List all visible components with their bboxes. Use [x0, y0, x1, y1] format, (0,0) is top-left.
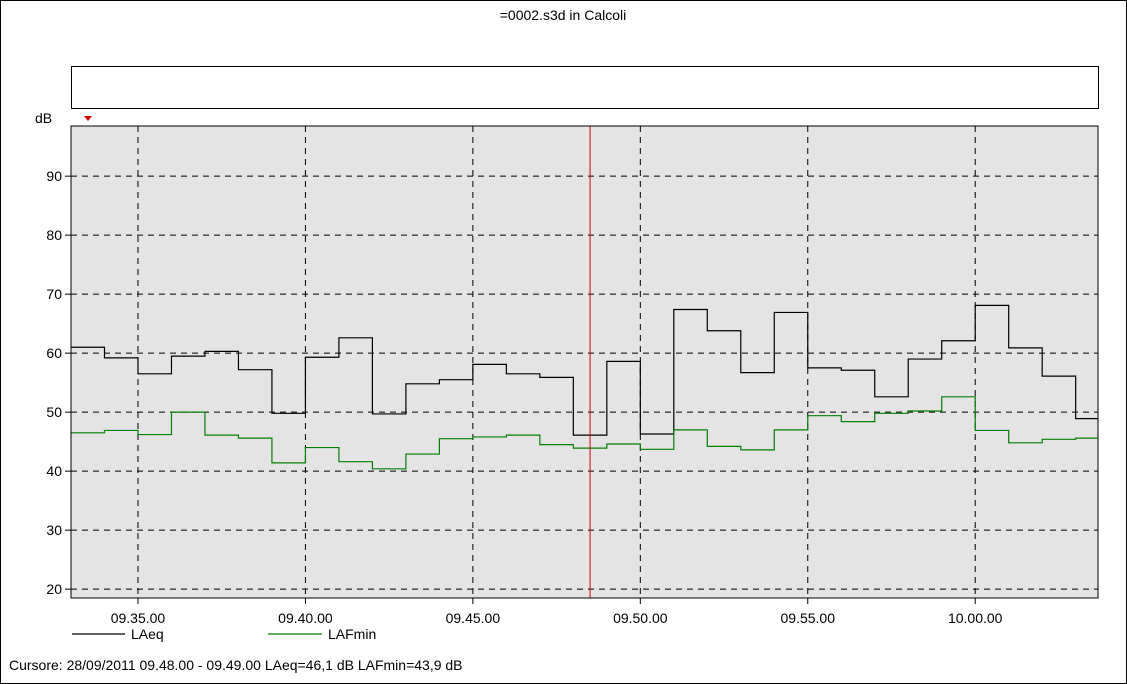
- x-tick-label: 09.45.00: [446, 610, 501, 626]
- y-tick-label: 50: [46, 404, 62, 420]
- cursor-marker-icon[interactable]: [84, 116, 92, 121]
- y-tick-label: 30: [46, 522, 62, 538]
- x-tick-label: 09.35.00: [111, 610, 166, 626]
- legend-label-lafmin: LAFmin: [328, 626, 376, 642]
- y-tick-label: 40: [46, 463, 62, 479]
- header-box: [71, 66, 1099, 109]
- y-tick-label: 80: [46, 227, 62, 243]
- plot-frame: [70, 125, 1099, 599]
- legend: LAeq LAFmin: [72, 626, 376, 642]
- x-tick-label: 10.00.00: [948, 610, 1003, 626]
- cursor-readout: Cursore: 28/09/2011 09.48.00 - 09.49.00 …: [9, 657, 463, 673]
- y-tick-label: 20: [46, 581, 62, 597]
- x-tick-label: 09.40.00: [278, 610, 333, 626]
- axis-ticks: 20 30 40 50 60 70 80 90 09.35.00 09.40.00 09.45.00…: [46, 168, 1002, 626]
- legend-label-laeq: LAeq: [131, 626, 164, 642]
- y-axis-label: dB: [35, 110, 52, 126]
- x-tick-label: 09.55.00: [781, 610, 836, 626]
- y-tick-label: 90: [46, 168, 62, 184]
- y-tick-label: 70: [46, 286, 62, 302]
- x-tick-label: 09.50.00: [613, 610, 668, 626]
- plot-area[interactable]: [71, 126, 1098, 598]
- chart-title: =0002.s3d in Calcoli: [500, 7, 626, 23]
- y-tick-label: 60: [46, 345, 62, 361]
